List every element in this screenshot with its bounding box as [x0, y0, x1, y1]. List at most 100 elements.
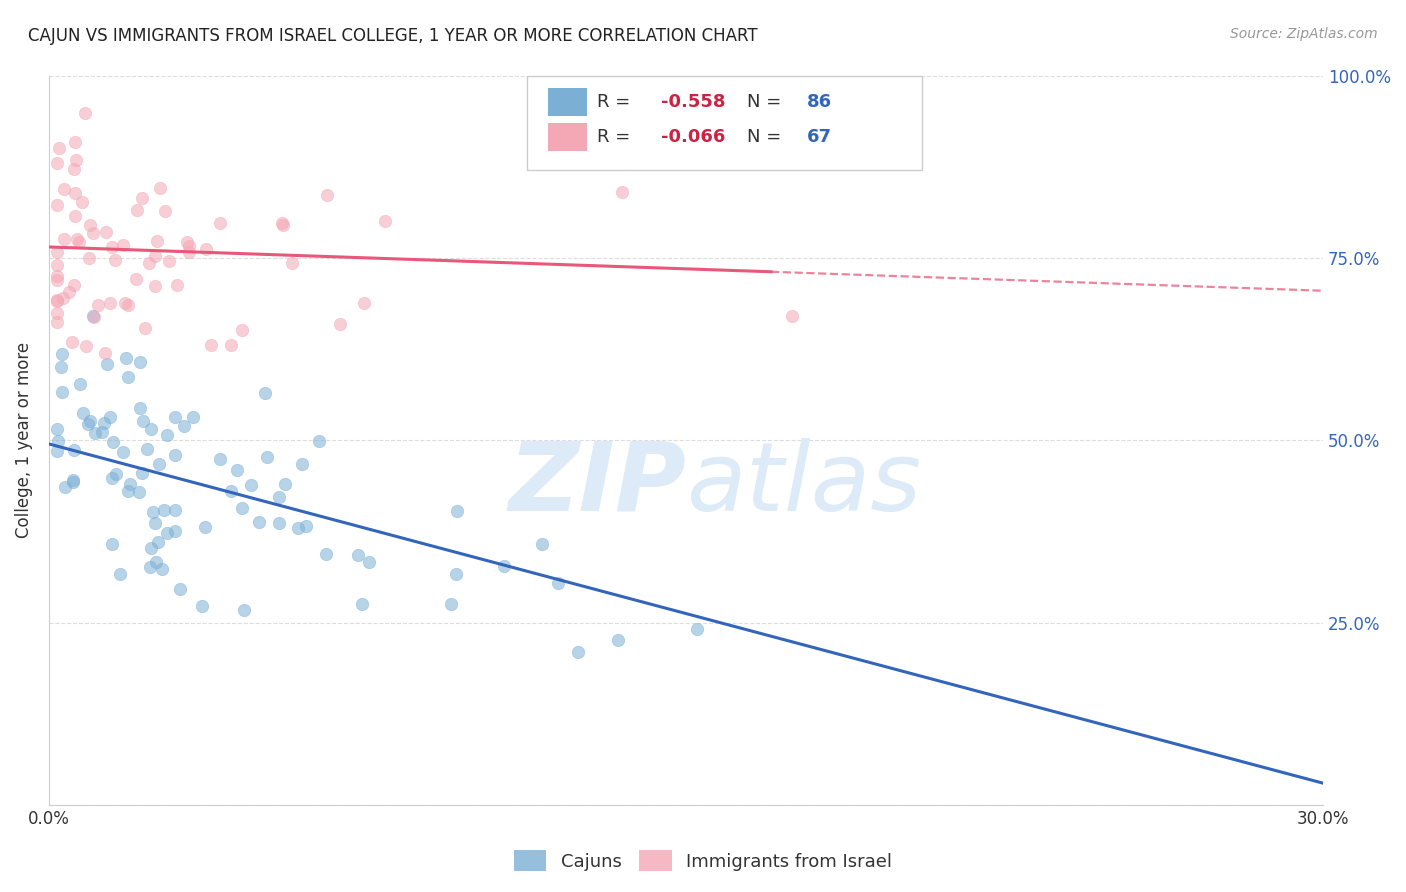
Point	[267, 490, 290, 504]
Point	[55, 479, 77, 493]
Point	[101, 240, 124, 254]
Point	[240, 478, 263, 492]
Point	[166, 278, 188, 293]
Point	[60, 335, 83, 350]
Point	[231, 500, 253, 515]
Point	[129, 355, 152, 369]
Point	[347, 548, 370, 562]
Point	[117, 484, 139, 499]
Point	[65, 135, 87, 149]
Point	[63, 277, 86, 292]
Point	[567, 644, 589, 658]
Point	[686, 622, 709, 636]
Text: R =: R =	[598, 128, 636, 145]
Point	[271, 218, 294, 232]
Point	[146, 234, 169, 248]
Point	[77, 417, 100, 432]
FancyBboxPatch shape	[548, 123, 586, 151]
Point	[98, 409, 121, 424]
Point	[83, 425, 105, 440]
Point	[316, 188, 339, 202]
Point	[77, 251, 100, 265]
Point	[291, 458, 314, 472]
Point	[93, 417, 115, 431]
Point	[73, 106, 96, 120]
Point	[145, 249, 167, 263]
FancyBboxPatch shape	[527, 76, 922, 170]
Point	[190, 599, 212, 613]
Point	[65, 153, 87, 168]
Point	[70, 194, 93, 209]
Point	[612, 186, 634, 200]
Point	[124, 272, 146, 286]
Point	[46, 245, 69, 260]
Point	[94, 346, 117, 360]
Point	[75, 339, 97, 353]
Point	[607, 632, 630, 647]
Point	[79, 414, 101, 428]
Point	[46, 422, 69, 436]
Point	[111, 445, 134, 459]
Point	[58, 285, 80, 299]
Point	[63, 442, 86, 457]
Point	[63, 162, 86, 177]
Point	[49, 359, 72, 374]
Point	[208, 216, 231, 230]
Point	[281, 256, 304, 270]
Point	[96, 358, 118, 372]
Point	[163, 409, 186, 424]
Point	[100, 536, 122, 550]
Point	[271, 216, 294, 230]
Point	[46, 293, 69, 308]
Text: Source: ZipAtlas.com: Source: ZipAtlas.com	[1230, 27, 1378, 41]
Point	[53, 182, 76, 196]
Point	[156, 427, 179, 442]
Point	[194, 243, 217, 257]
Point	[98, 296, 121, 310]
Point	[46, 293, 69, 308]
Point	[374, 213, 396, 227]
Point	[48, 141, 70, 155]
Point	[253, 386, 276, 401]
Point	[231, 323, 253, 337]
Point	[46, 268, 69, 283]
Point	[163, 448, 186, 462]
Point	[62, 473, 84, 487]
Point	[142, 505, 165, 519]
Point	[446, 504, 468, 518]
Text: atlas: atlas	[686, 438, 921, 531]
Point	[149, 181, 172, 195]
Point	[117, 369, 139, 384]
Point	[128, 485, 150, 500]
Text: R =: R =	[598, 93, 636, 111]
Point	[72, 406, 94, 420]
Point	[120, 477, 142, 491]
Point	[46, 443, 69, 458]
Point	[155, 204, 177, 219]
Point	[63, 209, 86, 223]
Point	[247, 516, 270, 530]
Point	[82, 226, 104, 240]
Point	[179, 245, 201, 260]
Point	[177, 239, 200, 253]
Point	[104, 253, 127, 268]
Text: CAJUN VS IMMIGRANTS FROM ISRAEL COLLEGE, 1 YEAR OR MORE CORRELATION CHART: CAJUN VS IMMIGRANTS FROM ISRAEL COLLEGE,…	[28, 27, 758, 45]
Point	[315, 547, 337, 561]
Point	[66, 232, 89, 246]
Point	[46, 155, 69, 169]
Point	[200, 337, 222, 351]
Point	[138, 256, 160, 270]
Text: -0.066: -0.066	[661, 128, 725, 145]
Point	[165, 503, 187, 517]
Text: 67: 67	[807, 128, 832, 145]
Point	[117, 298, 139, 312]
Point	[65, 186, 87, 200]
Point	[134, 321, 156, 335]
Point	[131, 191, 153, 205]
Point	[169, 582, 191, 597]
Point	[780, 310, 803, 324]
Point	[492, 558, 515, 573]
Point	[287, 521, 309, 535]
Point	[46, 197, 69, 211]
Point	[446, 566, 468, 581]
